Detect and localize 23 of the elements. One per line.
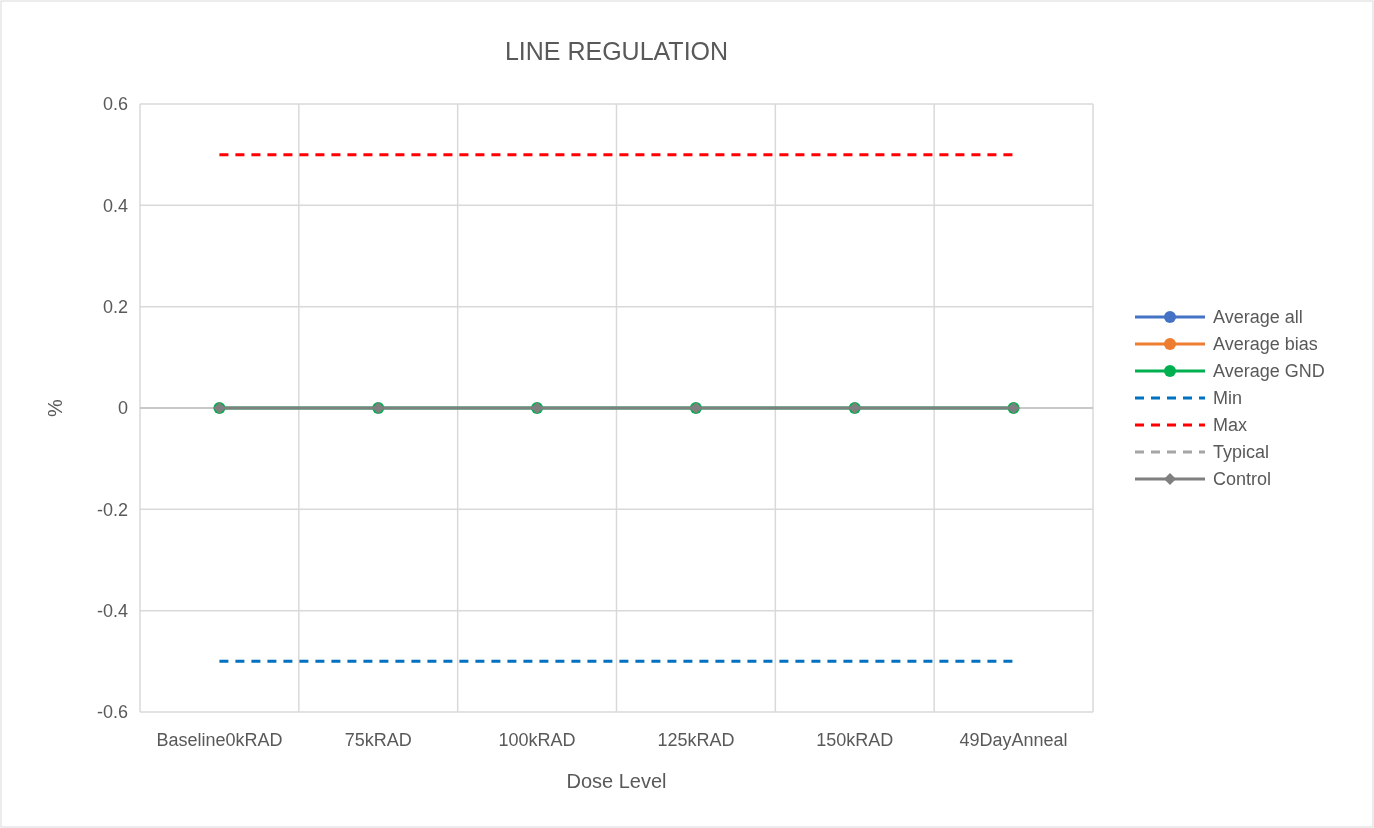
x-tick-label: 100kRAD: [498, 730, 576, 750]
y-tick-label: -0.6: [96, 702, 128, 723]
y-tick-label: 0.6: [102, 94, 128, 115]
legend-label: Average GND: [1213, 361, 1325, 382]
x-tick-label: 75kRAD: [344, 730, 412, 750]
x-tick-label: 125kRAD: [657, 730, 735, 750]
legend-label: Typical: [1213, 442, 1270, 463]
y-tick-label: -0.4: [96, 600, 128, 621]
x-tick-label: 150kRAD: [816, 730, 894, 750]
x-tick-label: 49DayAnneal: [959, 730, 1068, 750]
x-axis-title: Dose Level: [566, 770, 667, 792]
legend-label: Average bias: [1213, 334, 1318, 355]
legend-label: Average all: [1213, 307, 1303, 328]
legend-label: Control: [1213, 469, 1272, 490]
chart-title: LINE REGULATION: [504, 37, 729, 65]
y-tick-label: 0: [117, 398, 128, 419]
y-axis-title: %: [44, 398, 66, 417]
y-tick-label: 0.2: [102, 296, 128, 317]
legend-label: Min: [1213, 388, 1243, 409]
y-tick-label: 0.4: [102, 195, 128, 216]
y-tick-label: -0.2: [96, 499, 128, 520]
x-tick-label: Baseline0kRAD: [156, 730, 283, 750]
legend-label: Max: [1213, 415, 1248, 436]
